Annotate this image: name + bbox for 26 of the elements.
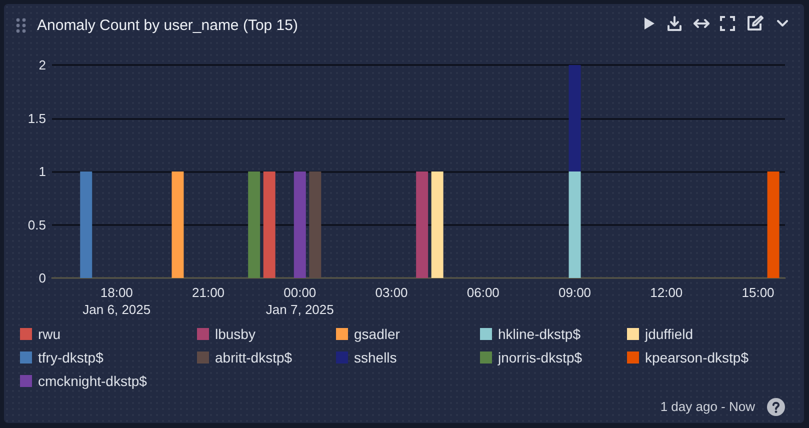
- text: 1 day ago - Now: [660, 398, 755, 415]
- x-tick-label: 15:00: [742, 285, 774, 300]
- legend-label: cmcknight-dkstp$: [38, 373, 148, 389]
- x-tick-label: 18:00 Jan 6, 2025: [82, 285, 151, 317]
- legend-label: kpearson-dkstp$: [645, 350, 749, 366]
- y-tick-label: 1.5: [28, 110, 46, 126]
- legend-label: hkline-dkstp$: [498, 326, 581, 342]
- legend-label: lbusby: [215, 326, 256, 342]
- x-tick-label: 03:00: [375, 285, 408, 300]
- y-tick-label: 0: [38, 270, 46, 286]
- legend-label: tfry-dkstp$: [38, 350, 104, 366]
- legend-label: jduffield: [644, 326, 694, 342]
- legend-label: gsadler: [354, 326, 400, 342]
- legend-label: abritt-dkstp$: [215, 350, 292, 366]
- x-tick-label: 06:00: [466, 285, 500, 300]
- y-tick-label: 0.5: [28, 217, 46, 232]
- y-tick-label: 1: [38, 164, 46, 179]
- x-tick-label: 12:00: [650, 285, 683, 300]
- x-tick-label: 00:00 Jan 7, 2025: [266, 285, 334, 317]
- x-tick-label: 09:00: [558, 285, 592, 300]
- legend-label: rwu: [38, 326, 61, 342]
- legend-label: sshells: [354, 350, 397, 366]
- y-tick-label: 2: [38, 58, 46, 72]
- x-tick-label: 21:00: [192, 285, 225, 300]
- chart-title: Anomaly Count by user_name (Top 15): [37, 17, 298, 35]
- legend-label: jnorris-dkstp$: [497, 350, 582, 366]
